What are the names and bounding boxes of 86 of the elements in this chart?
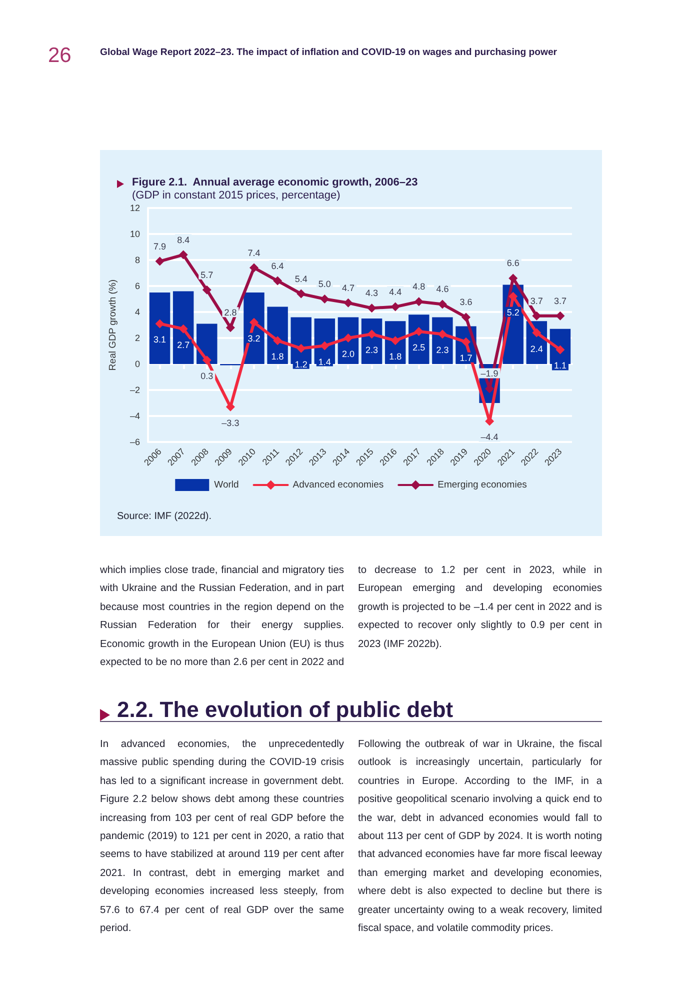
text: Following the outbreak of war in Ukraine, the fiscal outlook is increasingly uncertain, particularly for countries in Europe. According to the IMF, in a positive geopolitical scenario involving a quick end to the war, debt in advanced economies would fall to about 113 per cent of GDP by 2024. It is worth noting that advanced economies have far more fiscal leeway than emerging market and developing economies, where debt is also expected to decline but there is greater uncertainty owing to a weak recovery, limited fiscal space, and volatile commodity prices. bbox=[358, 739, 602, 934]
data-label: 4.8 bbox=[412, 282, 426, 292]
y-tick-label: 2 bbox=[134, 333, 140, 343]
data-label: 0.3 bbox=[200, 371, 214, 382]
y-axis-title: Real GDP growth (%) bbox=[108, 279, 118, 371]
legend-label: Emerging economies bbox=[438, 480, 528, 490]
data-label: 3.1 bbox=[154, 334, 166, 345]
point bbox=[273, 276, 282, 286]
point bbox=[414, 297, 424, 306]
data-label: 8.4 bbox=[177, 234, 190, 245]
data-label: 3.6 bbox=[460, 297, 472, 308]
y-tick-label: 4 bbox=[134, 307, 140, 317]
point bbox=[532, 328, 542, 338]
point bbox=[250, 263, 258, 272]
data-label: 6.6 bbox=[506, 258, 520, 268]
legend-label: Advanced economies bbox=[292, 480, 384, 490]
point bbox=[438, 300, 447, 309]
point bbox=[250, 318, 258, 327]
point bbox=[202, 356, 212, 365]
data-label: 1.2 bbox=[294, 359, 308, 370]
point bbox=[367, 330, 376, 339]
chart-subtitle: (GDP in constant 2015 prices, percentage) bbox=[132, 190, 340, 202]
data-label: 7.9 bbox=[154, 241, 166, 252]
y-tick-label: –4 bbox=[130, 411, 140, 421]
text: 26 bbox=[48, 44, 72, 68]
point bbox=[508, 274, 518, 283]
point bbox=[414, 327, 424, 336]
chart-title: Figure 2.1. Annual average economic growth, 2006–23 bbox=[132, 176, 418, 188]
data-label: 2.7 bbox=[177, 340, 190, 350]
point bbox=[226, 323, 235, 332]
data-label: 2.0 bbox=[342, 349, 354, 359]
data-label: 1.4 bbox=[318, 356, 331, 367]
source-note: Source: IMF (2022d). bbox=[117, 511, 212, 522]
point bbox=[390, 336, 400, 346]
point bbox=[155, 319, 164, 328]
data-label: 3.7 bbox=[554, 296, 566, 306]
data-label: 2.3 bbox=[366, 345, 378, 356]
point bbox=[273, 336, 282, 346]
point bbox=[320, 341, 330, 350]
data-label: 4.6 bbox=[436, 284, 449, 294]
point bbox=[367, 304, 376, 313]
y-tick-label: –6 bbox=[130, 437, 140, 447]
data-label: –4.4 bbox=[480, 432, 498, 442]
data-label: 6.4 bbox=[271, 260, 284, 271]
point bbox=[344, 298, 353, 308]
data-label: 2.4 bbox=[530, 344, 543, 354]
y-tick-label: 8 bbox=[134, 255, 140, 265]
point bbox=[155, 256, 164, 266]
data-label: 5.7 bbox=[200, 270, 214, 280]
data-label: 3.2 bbox=[248, 333, 260, 344]
point bbox=[462, 312, 470, 322]
y-tick-label: 0 bbox=[134, 359, 140, 369]
y-tick-label: 6 bbox=[134, 281, 140, 291]
data-label: 2.5 bbox=[412, 342, 426, 352]
data-label: 3.7 bbox=[530, 296, 543, 306]
y-tick-label: –2 bbox=[130, 385, 140, 395]
data-label: 2.8 bbox=[224, 308, 237, 318]
data-label: 5.4 bbox=[294, 274, 308, 284]
data-label: 5.0 bbox=[318, 279, 331, 289]
data-label: –1.9 bbox=[480, 368, 498, 379]
data-label: 5.2 bbox=[506, 307, 520, 318]
y-tick-label: 12 bbox=[130, 203, 140, 213]
point bbox=[202, 285, 212, 294]
text: Global Wage Report 2022–23. The impact of inflation and COVID-19 on wages and purchasing power bbox=[100, 47, 558, 58]
text: 2.2. The evolution of public debt bbox=[117, 697, 454, 723]
data-label: –3.3 bbox=[222, 418, 240, 428]
data-label: 7.4 bbox=[248, 248, 260, 258]
data-label: 2.3 bbox=[436, 345, 449, 356]
point bbox=[178, 324, 188, 334]
point bbox=[178, 250, 188, 260]
text: In advanced economies, the unprecedentedly massive public spending during the COVID-19 crisis has led to a significant increase in government debt. Figure 2.2 below shows debt among these countries increasing from 103 per cent of real GDP before the pandemic (2019) to 121 per cent in 2020, a ratio that seems to have stabilized at around 119 per cent after 2021. In contrast, debt in emerging market and developing economies increased less steeply, from 57.6 to 67.4 per cent of real GDP over the same period. bbox=[100, 739, 344, 934]
point bbox=[344, 334, 353, 342]
point bbox=[296, 289, 306, 298]
data-label: 4.4 bbox=[389, 286, 402, 297]
text: which implies close trade, financial and migratory ties with Ukraine and the Russian Federation, and in part because most countries in the region depend on the Russian Federation for their energy supplies. Economic growth in the European Union (EU) is thus expected to be no more than 2.6 per cent in 2022 and to decrease to 1.2 per cent in 2023, while in European emerging and developing economies growth is projected to be –1.4 per cent in 2022 and is expected to recover only slightly to 0.9 per cent in 2023 (IMF 2022b). bbox=[100, 565, 602, 668]
data-label: 1.7 bbox=[460, 352, 472, 363]
data-label: 1.1 bbox=[554, 360, 566, 371]
point bbox=[320, 294, 330, 304]
y-tick-label: 10 bbox=[130, 229, 140, 239]
data-label: 4.7 bbox=[342, 282, 354, 293]
point bbox=[438, 330, 447, 339]
data-label: 1.8 bbox=[271, 352, 284, 362]
point bbox=[226, 402, 235, 412]
legend-label: World bbox=[214, 480, 239, 490]
data-label: 4.3 bbox=[366, 288, 378, 298]
data-label: 1.8 bbox=[389, 352, 402, 362]
